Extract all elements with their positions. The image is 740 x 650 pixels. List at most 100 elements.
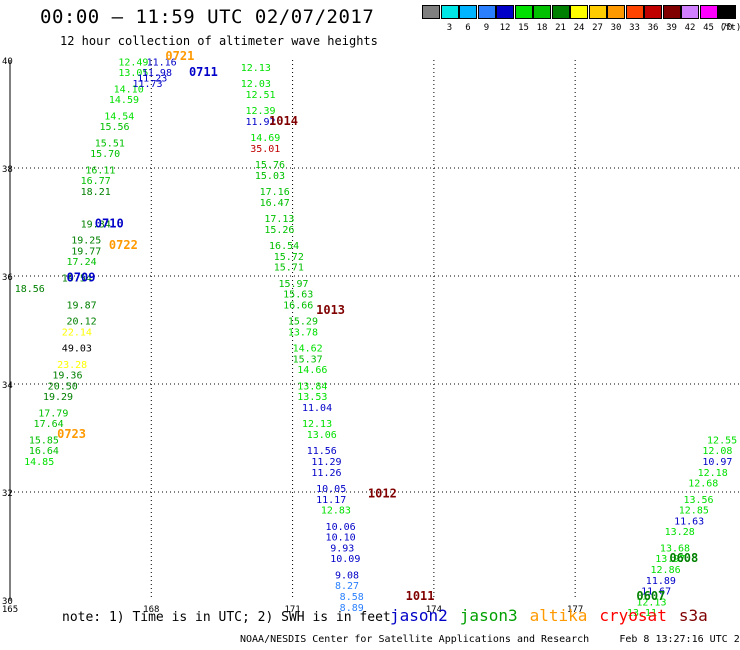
scale-swatch xyxy=(588,5,607,19)
scale-label: 24 xyxy=(573,23,585,33)
scale-label: 33 xyxy=(629,23,640,33)
swh-reading: 12.86 xyxy=(651,565,681,576)
swh-reading: 22.14 xyxy=(62,327,92,338)
lon-tick-label: 177 xyxy=(567,605,583,615)
swh-reading: 9.08 xyxy=(335,570,359,581)
legend-item: s3a xyxy=(678,606,708,625)
swh-reading: 16.66 xyxy=(283,300,313,311)
lat-tick-label: 38 xyxy=(2,165,13,175)
scale-swatch xyxy=(625,5,644,19)
swh-reading: 11.17 xyxy=(316,495,346,506)
scale-label: 15 xyxy=(518,23,529,33)
scale-label: 70 xyxy=(721,23,733,33)
swh-reading: 15.70 xyxy=(90,149,120,160)
scale-label: 21 xyxy=(555,23,566,33)
track-time-label: 0608 xyxy=(669,551,698,565)
track-time-label: 1012 xyxy=(368,486,397,500)
swh-reading: 14.85 xyxy=(24,457,54,468)
scale-swatch xyxy=(422,5,440,19)
swh-reading: 10.10 xyxy=(326,533,356,544)
scale-label: 36 xyxy=(647,23,659,33)
track-time-label: 1014 xyxy=(269,114,298,128)
lon-tick-label: 171 xyxy=(284,605,300,615)
swh-reading: 13.97 xyxy=(655,554,685,565)
track-time-label: 1011 xyxy=(406,589,435,603)
swh-reading: 16.11 xyxy=(85,165,115,176)
swh-reading: 16.64 xyxy=(29,446,59,457)
scale-swatch xyxy=(459,5,477,19)
track-time-label: 0607 xyxy=(636,589,665,603)
track-time-label: 0723 xyxy=(57,427,86,441)
swh-reading: 11.23 xyxy=(137,74,167,85)
swh-reading: 8.89 xyxy=(340,603,364,614)
swh-reading: 14.59 xyxy=(109,95,139,106)
scale-label: 42 xyxy=(684,23,696,33)
swh-reading: 12.13 xyxy=(636,597,666,608)
swh-reading: 17.24 xyxy=(67,257,97,268)
swh-reading: 17.79 xyxy=(38,408,68,419)
scale-swatch xyxy=(496,5,514,19)
swh-reading: 12.85 xyxy=(679,506,709,517)
scale-label: 6 xyxy=(465,23,471,33)
scale-swatch xyxy=(718,5,736,19)
track-time-label: 0710 xyxy=(95,216,124,230)
swh-reading: 13.68 xyxy=(660,543,690,554)
track-time-label: 1013 xyxy=(316,303,345,317)
swh-reading: 19.54 xyxy=(62,273,92,284)
swh-reading: 15.63 xyxy=(283,290,313,301)
swh-reading: 20.50 xyxy=(48,381,78,392)
swh-reading: 12.55 xyxy=(707,435,737,446)
swh-reading: 12.18 xyxy=(698,468,728,479)
swh-reading: 15.85 xyxy=(29,435,59,446)
swh-reading: 18.56 xyxy=(15,284,45,295)
swh-reading: 49.03 xyxy=(62,344,92,355)
swh-reading: 12.08 xyxy=(702,446,732,457)
swh-reading: 11.98 xyxy=(142,68,172,79)
scale-swatch xyxy=(477,5,496,19)
swh-reading: 8.58 xyxy=(340,592,364,603)
lon-tick-label: 174 xyxy=(426,605,442,615)
swh-reading: 15.03 xyxy=(255,171,285,182)
swh-reading: 12.49 xyxy=(118,57,148,68)
scale-label: 45 xyxy=(703,23,714,33)
swh-reading: 12.68 xyxy=(688,479,718,490)
scale-label: 3 xyxy=(446,23,453,33)
track-time-label: 0711 xyxy=(189,65,218,79)
swh-reading: 15.72 xyxy=(274,252,304,263)
swh-reading: 11.89 xyxy=(646,576,676,587)
swh-reading: 19.77 xyxy=(71,246,101,257)
scale-unit: (ft) xyxy=(719,23,740,33)
swh-reading: 10.05 xyxy=(316,484,346,495)
swh-reading: 11.92 xyxy=(245,117,275,128)
scale-swatch xyxy=(514,5,533,19)
swh-reading: 17.16 xyxy=(260,187,290,198)
lon-tick-label: 165 xyxy=(2,605,18,615)
swh-reading: 19.34 xyxy=(81,219,111,230)
swh-reading: 16.77 xyxy=(81,176,111,187)
swh-reading: 12.13 xyxy=(302,419,332,430)
swh-reading: 11.67 xyxy=(641,587,671,598)
scale-swatch xyxy=(440,5,459,19)
scale-label: 18 xyxy=(536,23,548,33)
scale-label: 39 xyxy=(666,23,677,33)
swh-reading: 16.54 xyxy=(269,241,299,252)
footnote: note: 1) Time is in UTC; 2) SWH is in fe… xyxy=(62,610,391,625)
swh-reading: 13.84 xyxy=(297,381,327,392)
swh-reading: 10.97 xyxy=(702,457,732,468)
swh-reading: 17.64 xyxy=(34,419,64,430)
swh-reading: 15.56 xyxy=(99,122,129,133)
scale-swatch xyxy=(570,5,588,19)
swh-reading: 12.13 xyxy=(241,63,271,74)
swh-reading: 14.62 xyxy=(293,344,323,355)
page-subtitle: 12 hour collection of altimeter wave hei… xyxy=(60,34,378,48)
scale-label: 9 xyxy=(483,23,490,33)
swh-reading: 14.66 xyxy=(297,365,327,376)
swh-reading: 11.26 xyxy=(311,468,341,479)
lat-tick-label: 32 xyxy=(2,489,13,499)
swh-reading: 15.71 xyxy=(274,263,304,274)
legend-item: altika xyxy=(529,606,588,625)
swh-reading: 15.51 xyxy=(95,138,125,149)
legend-item: cryosat xyxy=(599,606,667,625)
agency-label: NOAA/NESDIS Center for Satellite Applica… xyxy=(240,634,590,645)
